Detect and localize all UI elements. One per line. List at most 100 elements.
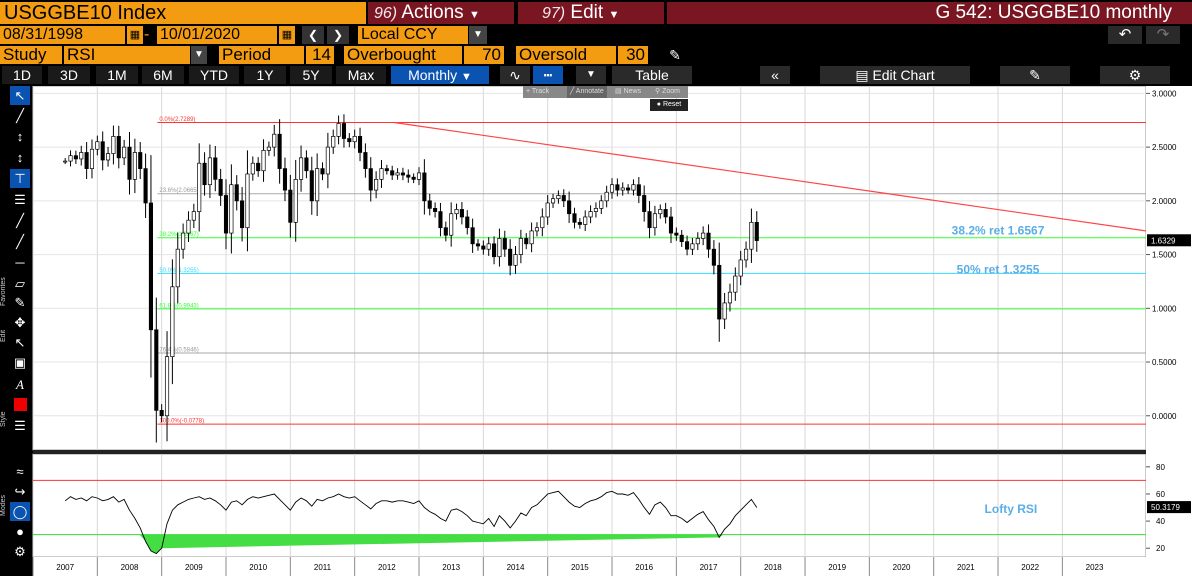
overbought-input[interactable]: 70 [464,46,504,64]
chevron-down-icon[interactable]: ▼ [469,26,487,44]
percent-tool-icon[interactable]: ↕ [16,129,24,144]
range-max-button[interactable]: Max [336,66,386,84]
magnet-mode-icon[interactable]: ↪ [14,484,26,499]
zoom-label: Zoom [662,88,680,95]
text-tool-icon[interactable]: A [16,377,24,392]
candle-body [733,275,738,293]
y-tick-label: 0.5000 [1152,358,1177,367]
annotate-button[interactable]: ╱ Annotate [567,86,607,98]
candle-body [175,248,180,288]
x-tick-label: 2022 [1021,563,1039,572]
palette-icon[interactable]: ● [16,524,24,539]
crosshair-mode-icon[interactable]: ≈ [16,464,24,479]
candle-body [111,136,116,154]
pointer-x-icon[interactable]: ↖ [14,335,26,350]
candle-body [186,219,191,234]
back-button[interactable]: ❮ [302,26,324,44]
price-chart[interactable]: 2007 2008 2009 2010 2011 2012 2013 2014 2015 2016… [31,86,1192,576]
collapse-icon[interactable]: « [760,66,790,84]
ray-tool-icon[interactable]: ╱ [16,234,24,249]
start-date-input[interactable]: 08/31/1998 [0,26,125,44]
trash-icon[interactable]: ▣ [13,355,27,370]
study-select[interactable]: RSI [64,46,190,64]
reset-button[interactable]: ● Reset [650,99,688,111]
actions-number: 96) [374,5,398,22]
calendar-icon[interactable]: ▦ [279,26,295,44]
track-button[interactable]: + Track [526,88,550,95]
line-chart-icon[interactable]: ∿ [500,66,530,84]
candle-body [347,138,352,143]
period-input[interactable]: 14 [306,46,334,64]
candle-body [229,184,234,234]
candle-body [138,152,143,169]
trend-tool-icon[interactable]: ╱ [16,213,24,228]
candle-body [695,238,700,245]
candle-body [159,410,164,417]
x-tick-label: 2021 [957,563,975,572]
annotate-icon[interactable]: ✎ [1000,66,1070,84]
chevron-down-icon[interactable]: ▼ [191,46,207,64]
date-bar: 08/31/1998 ▦ - 10/01/2020 ▦ ❮ ❯ Local CC… [0,25,1192,45]
range-6m-button[interactable]: 6M [142,66,184,84]
pencil-icon[interactable]: ✎ [14,295,26,310]
frequency-select[interactable]: Monthly ▼ [391,66,489,84]
pencil-icon[interactable]: ✎ [669,47,681,63]
candle-body [363,152,368,169]
x-tick-label: 2017 [700,563,718,572]
cursor-icon[interactable]: ↖ [10,86,30,105]
range-5y-button[interactable]: 5Y [290,66,332,84]
x-tick-label: 2019 [828,563,846,572]
undo-icon[interactable]: ↶ [1108,26,1142,44]
candle-body [599,200,604,209]
edit-tools-label: Edit [0,329,7,342]
candle-body [438,211,443,229]
candle-body [668,216,674,234]
bar-chart-icon[interactable]: ┅ [533,66,563,84]
line-style-icon[interactable]: ☰ [14,418,26,433]
currency-select[interactable]: Local CCY [358,26,468,44]
zoom-button[interactable]: ⚲ Zoom [655,88,680,95]
candle-body [164,356,170,417]
candle-body [218,178,223,196]
range-ytd-button[interactable]: YTD [189,66,239,84]
oversold-input[interactable]: 30 [618,46,648,64]
range-1y-button[interactable]: 1Y [244,66,286,84]
range-3d-button[interactable]: 3D [48,66,90,84]
dropdown-arrow-icon: ▼ [468,9,480,21]
range-1d-button[interactable]: 1D [2,66,42,84]
candle-body [690,243,695,250]
calendar-icon[interactable]: ▦ [127,26,143,44]
move-icon[interactable]: ✥ [14,315,26,330]
favorites-label: Favorites [0,277,7,306]
candle-body [395,172,400,176]
edit-menu[interactable]: 97) Edit ▼ [518,2,664,24]
channel-tool-icon[interactable]: ☰ [14,192,26,207]
table-button[interactable]: Table [612,66,692,84]
chevron-down-icon[interactable]: ▼ [576,66,606,84]
candle-body [84,152,89,169]
line-tool-icon[interactable]: ╱ [16,108,24,123]
end-date-input[interactable]: 10/01/2020 [157,26,277,44]
gear-icon[interactable]: ⚙ [14,544,26,559]
redo-icon[interactable]: ↷ [1146,26,1180,44]
candle-body [615,184,620,191]
gear-icon[interactable]: ⚙ [1100,66,1170,84]
horizontal-line-icon[interactable]: ─ [15,255,25,270]
range-1m-button[interactable]: 1M [96,66,138,84]
forward-button[interactable]: ❯ [327,26,349,44]
snap-mode-icon[interactable]: ◯ [10,502,30,521]
fib-level-label: 61.8%(0.9943) [159,303,198,309]
dollar-tool-icon[interactable]: ↕ [16,150,24,165]
fib-tool-icon[interactable]: ⊤ [10,169,30,188]
actions-menu[interactable]: 96) Actions ▼ [368,2,514,24]
ticker-field[interactable]: USGGBE10 Index [0,2,366,24]
chart-title: G 542: USGGBE10 monthly [667,2,1192,24]
news-button[interactable]: ▤ News [615,88,642,95]
color-swatch-icon[interactable] [10,395,30,414]
candle-body [400,172,405,176]
candle-body [459,209,464,218]
candle-body [529,230,534,245]
parallel-tool-icon[interactable]: ▱ [15,276,25,291]
edit-chart-button[interactable]: ▤ Edit Chart [820,66,970,84]
candle-body [626,187,631,191]
